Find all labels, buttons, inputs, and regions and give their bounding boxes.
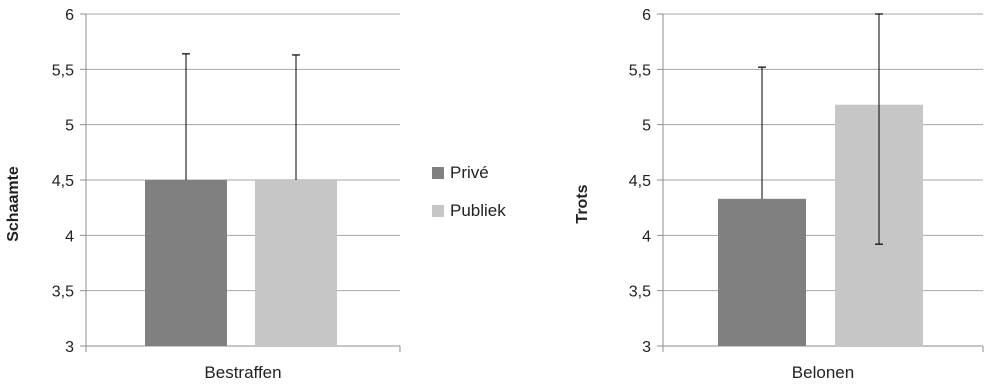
- chart2-ytick-label: 4: [642, 228, 651, 245]
- chart1-ytick-label: 3,5: [52, 284, 74, 301]
- chart1-y-axis-title: Schaamte: [5, 166, 22, 242]
- chart1-ytick-label: 6: [65, 7, 74, 24]
- chart2-category-label: Belonen: [792, 363, 854, 382]
- legend-label-prive: Privé: [450, 163, 489, 182]
- legend-swatch-prive: [432, 167, 444, 179]
- chart2-ytick-label: 5: [642, 118, 651, 135]
- chart2-ytick-label: 3: [642, 339, 651, 356]
- chart2-ytick-label: 5,5: [629, 62, 651, 79]
- chart1-ytick-label: 3: [65, 339, 74, 356]
- chart1-ytick-label: 4,5: [52, 173, 74, 190]
- legend-label-publiek: Publiek: [450, 201, 506, 220]
- chart2-ytick-label: 3,5: [629, 284, 651, 301]
- chart1-ytick-label: 5,5: [52, 62, 74, 79]
- legend-swatch-publiek: [432, 205, 444, 217]
- chart2-y-axis-title: Trots: [574, 184, 591, 223]
- chart1-category-label: Bestraffen: [204, 363, 281, 382]
- chart1-ytick-label: 4: [65, 228, 74, 245]
- chart1-bar-publiek: [255, 180, 337, 346]
- chart2-bar-prive: [718, 198, 806, 346]
- chart1-ytick-label: 5: [65, 118, 74, 135]
- chart2-ytick-label: 6: [642, 7, 651, 24]
- chart1-bar-prive: [145, 180, 227, 346]
- chart2-ytick-label: 4,5: [629, 173, 651, 190]
